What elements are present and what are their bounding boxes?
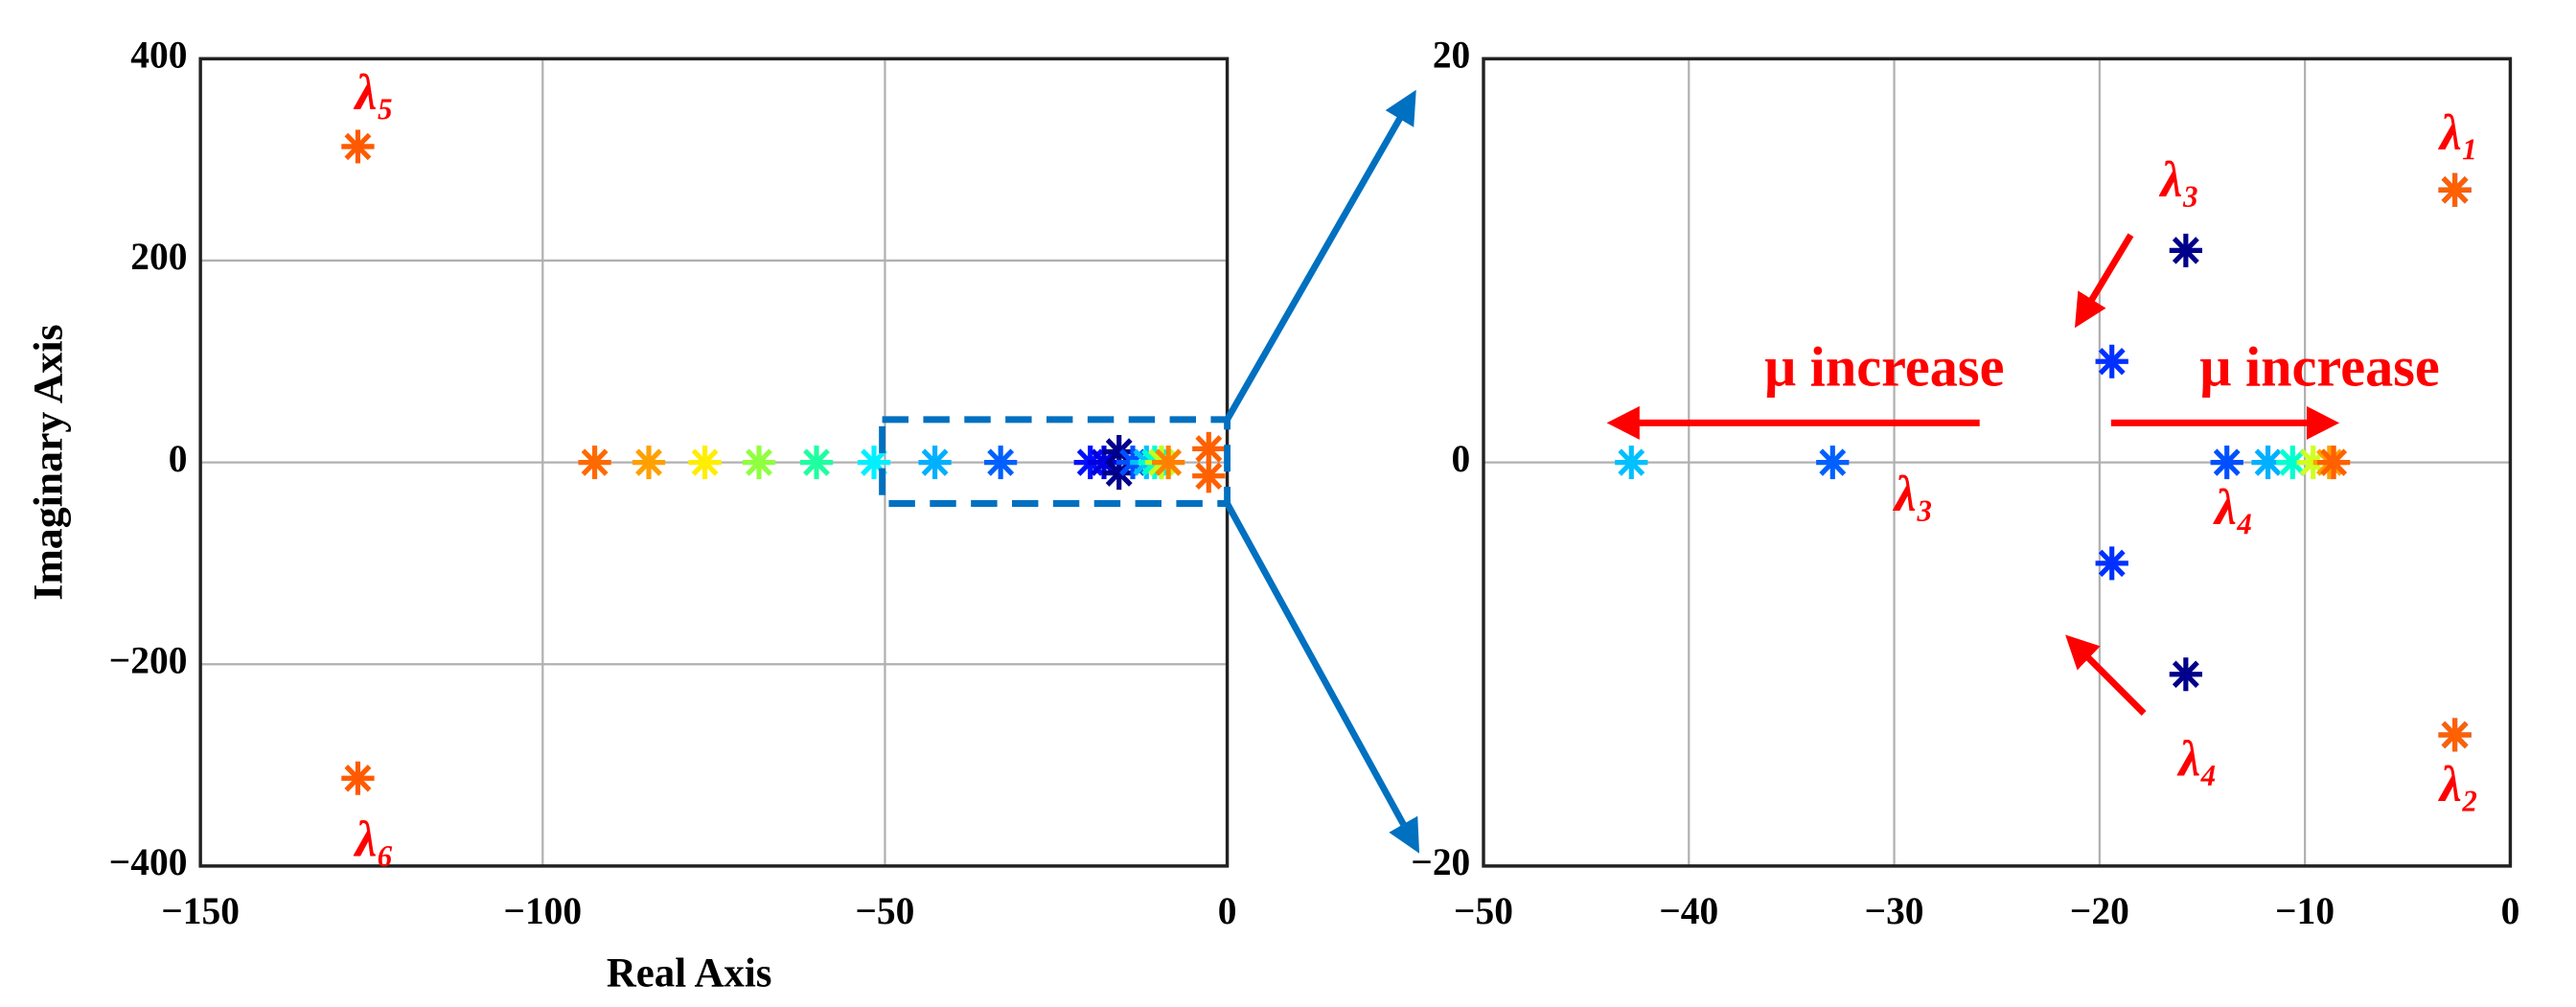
y-axis-label: Imaginary Axis xyxy=(26,324,71,600)
marker-stroke xyxy=(2213,448,2241,476)
annotation: λ₄ xyxy=(2176,732,2218,788)
x-tick-label: −100 xyxy=(503,889,582,932)
x-axis-label: Real Axis xyxy=(607,950,772,996)
marker-stroke xyxy=(1618,448,1645,476)
marker xyxy=(2169,657,2202,692)
annotation: μ increase xyxy=(2199,334,2439,399)
zoom-connector xyxy=(1224,89,1416,422)
marker xyxy=(918,446,952,480)
marker-stroke xyxy=(2172,660,2199,688)
y-tick-label: −200 xyxy=(109,638,188,681)
annotation: λ₂ xyxy=(2438,757,2479,812)
marker xyxy=(341,761,375,795)
marker-stroke xyxy=(344,764,372,792)
y-tick-label: 400 xyxy=(130,33,187,76)
marker xyxy=(578,446,611,480)
zoom-box xyxy=(879,416,1230,508)
marker-stroke xyxy=(1105,438,1133,466)
marker xyxy=(2438,718,2472,752)
marker xyxy=(632,446,666,480)
marker xyxy=(2095,344,2128,378)
annotation: λ₃ xyxy=(2159,152,2200,208)
marker xyxy=(1816,446,1850,480)
marker xyxy=(688,446,722,480)
marker xyxy=(2095,546,2128,581)
x-tick-label: 0 xyxy=(1218,889,1237,932)
y-tick-label: 200 xyxy=(130,235,187,278)
zoom-overlay xyxy=(879,89,2340,854)
marker-stroke xyxy=(2320,448,2348,476)
x-tick-label: −50 xyxy=(1454,889,1513,932)
x-tick-label: −10 xyxy=(2275,889,2334,932)
marker-stroke xyxy=(746,448,772,476)
red-arrow xyxy=(2074,233,2134,329)
x-tick-label: −50 xyxy=(855,889,914,932)
plot-frame xyxy=(1482,57,2513,868)
marker-stroke xyxy=(635,448,662,476)
x-tick-label: −40 xyxy=(1659,889,1718,932)
marker-stroke xyxy=(344,132,372,161)
annotation: λ₆ xyxy=(354,812,395,868)
marker-stroke xyxy=(1195,435,1223,463)
marker xyxy=(742,446,776,480)
annotation: λ₅ xyxy=(354,65,395,121)
marker-stroke xyxy=(691,448,719,476)
y-tick-label: 0 xyxy=(1452,436,1471,479)
red-arrow xyxy=(2065,634,2147,716)
marker xyxy=(2251,446,2285,480)
marker-stroke xyxy=(1195,462,1223,491)
marker xyxy=(2438,172,2472,207)
marker xyxy=(2169,233,2202,267)
marker xyxy=(1192,459,1226,493)
marker-stroke xyxy=(2172,237,2199,264)
marker-stroke xyxy=(987,448,1015,476)
y-tick-label: −400 xyxy=(109,840,188,883)
y-tick-label: 20 xyxy=(1433,33,1470,76)
marker xyxy=(983,446,1018,480)
marker-stroke xyxy=(2098,348,2126,376)
x-tick-label: −20 xyxy=(2070,889,2129,932)
zoom-connector xyxy=(1224,501,1420,854)
marker xyxy=(1615,446,1648,480)
y-tick-label: −20 xyxy=(1411,840,1470,883)
marker-stroke xyxy=(861,448,887,476)
marker-stroke xyxy=(1155,448,1183,476)
marker xyxy=(2317,446,2351,480)
marker-stroke xyxy=(2441,721,2469,749)
annotation: μ increase xyxy=(1764,334,2004,399)
marker-stroke xyxy=(581,448,609,476)
marker-stroke xyxy=(921,448,949,476)
marker-stroke xyxy=(2441,175,2469,204)
marker-stroke xyxy=(1091,448,1117,476)
y-tick-label: 0 xyxy=(169,436,188,479)
marker-stroke xyxy=(2279,448,2307,476)
marker xyxy=(799,446,834,480)
marker-stroke xyxy=(2098,549,2126,578)
marker xyxy=(341,129,375,164)
x-tick-label: 0 xyxy=(2501,889,2520,932)
marker xyxy=(1152,446,1185,480)
annotation: λ₄ xyxy=(2213,480,2254,536)
x-tick-label: −150 xyxy=(161,889,240,932)
marker-stroke xyxy=(803,448,830,476)
marker-stroke xyxy=(2254,448,2282,476)
marker xyxy=(2210,446,2243,480)
annotation: λ₃ xyxy=(1893,467,1934,522)
x-tick-label: −30 xyxy=(1865,889,1924,932)
annotation: λ₁ xyxy=(2438,105,2479,161)
marker-stroke xyxy=(1819,448,1847,476)
